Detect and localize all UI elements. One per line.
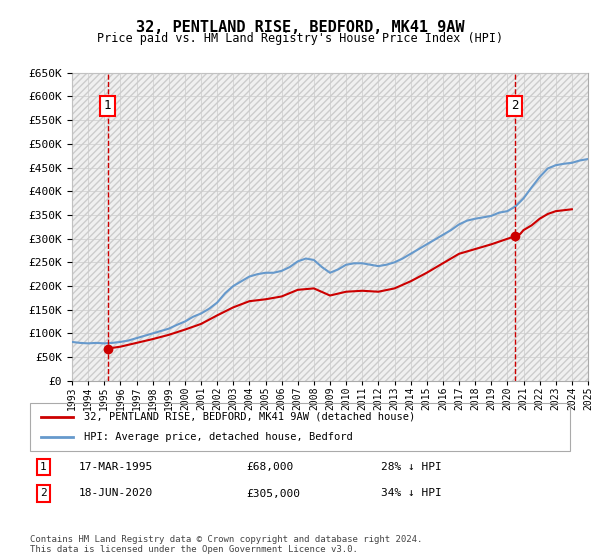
Text: Contains HM Land Registry data © Crown copyright and database right 2024.
This d: Contains HM Land Registry data © Crown c…: [30, 535, 422, 554]
Text: 17-MAR-1995: 17-MAR-1995: [79, 462, 153, 472]
Text: 2: 2: [40, 488, 47, 498]
Text: £305,000: £305,000: [246, 488, 300, 498]
Text: HPI: Average price, detached house, Bedford: HPI: Average price, detached house, Bedf…: [84, 432, 353, 442]
Text: 1: 1: [40, 462, 47, 472]
Text: 32, PENTLAND RISE, BEDFORD, MK41 9AW: 32, PENTLAND RISE, BEDFORD, MK41 9AW: [136, 20, 464, 35]
Text: £68,000: £68,000: [246, 462, 293, 472]
Text: 28% ↓ HPI: 28% ↓ HPI: [381, 462, 442, 472]
Text: 2: 2: [511, 100, 518, 113]
Text: Price paid vs. HM Land Registry's House Price Index (HPI): Price paid vs. HM Land Registry's House …: [97, 32, 503, 45]
Text: 1: 1: [104, 100, 112, 113]
Text: 18-JUN-2020: 18-JUN-2020: [79, 488, 153, 498]
Text: 34% ↓ HPI: 34% ↓ HPI: [381, 488, 442, 498]
Text: 32, PENTLAND RISE, BEDFORD, MK41 9AW (detached house): 32, PENTLAND RISE, BEDFORD, MK41 9AW (de…: [84, 412, 415, 422]
